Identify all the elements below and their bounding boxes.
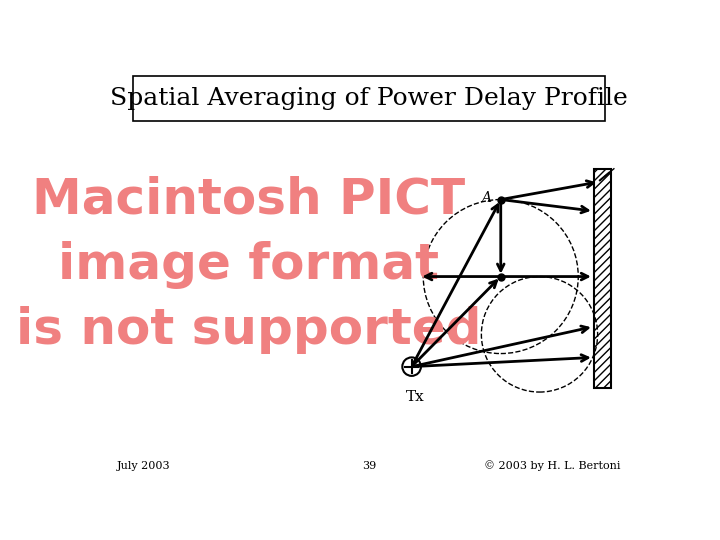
Text: image format: image format bbox=[58, 241, 439, 289]
Text: July 2003: July 2003 bbox=[117, 461, 171, 471]
Text: 39: 39 bbox=[362, 461, 376, 471]
Text: Spatial Averaging of Power Delay Profile: Spatial Averaging of Power Delay Profile bbox=[110, 87, 628, 110]
Text: is not supported: is not supported bbox=[16, 306, 482, 354]
Text: Macintosh PICT: Macintosh PICT bbox=[32, 176, 465, 224]
FancyBboxPatch shape bbox=[132, 76, 606, 121]
Text: A: A bbox=[482, 191, 492, 205]
Text: © 2003 by H. L. Bertoni: © 2003 by H. L. Bertoni bbox=[485, 461, 621, 471]
Bar bbox=[594, 168, 611, 388]
Text: Tx: Tx bbox=[406, 390, 425, 404]
